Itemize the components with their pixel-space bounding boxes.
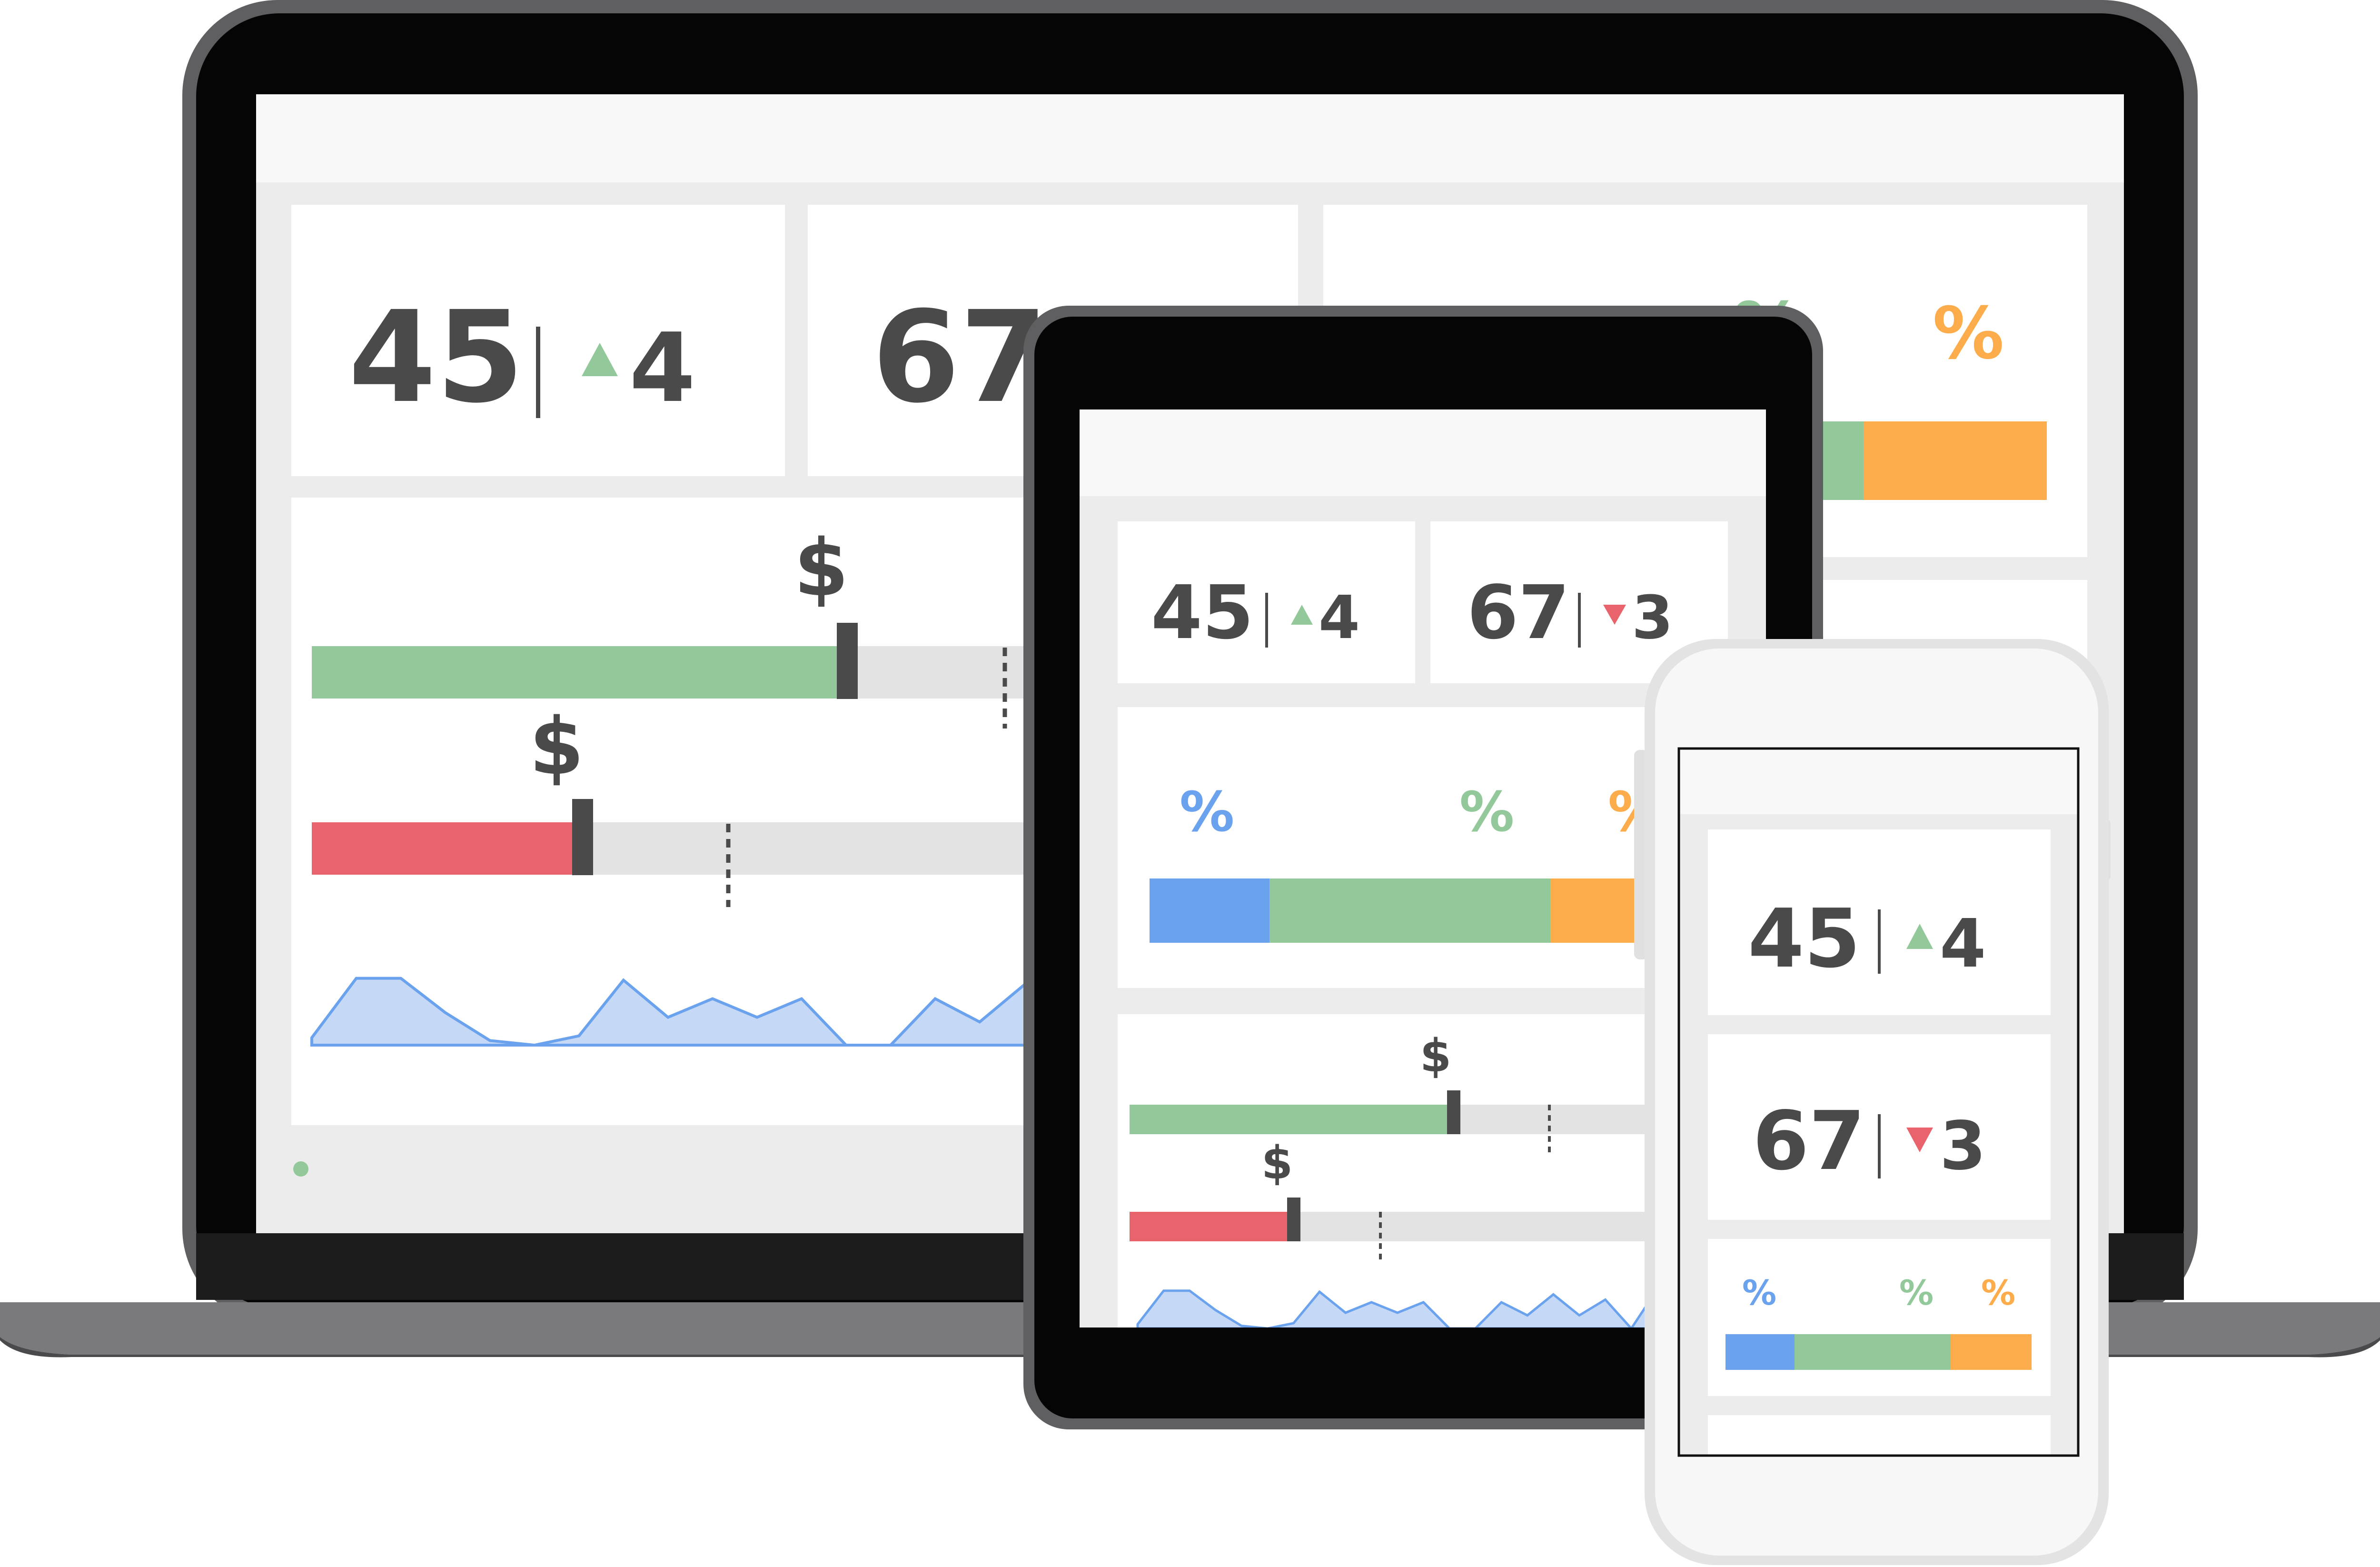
tablet-bullet-1-currency: $ — [1420, 1030, 1451, 1082]
tablet-percent-label-blue: % — [1180, 780, 1234, 844]
laptop-bullet-2-fill — [312, 822, 575, 875]
triangle-down-icon — [1906, 1128, 1933, 1152]
tablet-kpi-1-divider — [1265, 593, 1268, 648]
laptop-status-dot — [293, 1161, 308, 1177]
triangle-up-icon — [1291, 605, 1313, 625]
tablet-bullet-2-currency: $ — [1261, 1137, 1293, 1189]
tablet-bullet-1-fill — [1130, 1105, 1448, 1134]
triangle-down-icon — [1603, 605, 1626, 625]
phone-kpi-1-value: 45 — [1748, 892, 1861, 986]
phone-next-card — [1708, 1415, 2051, 1456]
phone-stack-green — [1795, 1334, 1951, 1370]
laptop-percent-label-orange: % — [1933, 292, 2004, 375]
phone: 45 4 67 3 % % % — [1634, 639, 2111, 1565]
phone-kpi-2-delta: 3 — [1940, 1108, 1986, 1185]
laptop-bullet-1-currency: $ — [794, 522, 849, 614]
tablet-bullet-2-fill — [1130, 1212, 1289, 1241]
phone-screen-outline — [1677, 747, 2080, 1457]
phone-stack-blue — [1726, 1334, 1795, 1370]
laptop-kpi-2-value: 67 — [872, 284, 1048, 431]
triangle-up-icon — [582, 343, 618, 376]
laptop-bullet-1-fill — [312, 646, 838, 699]
tablet-bullet-1-marker — [1447, 1090, 1460, 1134]
phone-percent-label-orange: % — [1981, 1273, 2015, 1313]
phone-kpi-2-divider — [1878, 1114, 1881, 1178]
laptop-kpi-1-value: 45 — [348, 284, 524, 431]
tablet-header-bar — [1080, 409, 1766, 496]
laptop-kpi-1-divider — [536, 327, 540, 418]
phone-kpi-1-delta: 4 — [1940, 905, 1986, 983]
phone-percent-label-green: % — [1899, 1273, 1934, 1313]
laptop-kpi-1-delta: 4 — [629, 313, 695, 424]
tablet: 45 4 67 3 % % % $ $ — [1023, 306, 1823, 1429]
laptop-header-bar — [256, 94, 2124, 182]
phone-header-bar — [1679, 749, 2078, 814]
tablet-percent-label-green: % — [1459, 780, 1514, 844]
tablet-kpi-1-value: 45 — [1151, 569, 1254, 656]
tablet-kpi-2-delta: 3 — [1632, 583, 1673, 652]
phone-kpi-2-value: 67 — [1753, 1094, 1865, 1188]
phone-percent-card — [1708, 1239, 2051, 1396]
laptop-base-shadow — [0, 1337, 2380, 1357]
tablet-kpi-2-divider — [1578, 593, 1581, 648]
tablet-stack-green — [1269, 878, 1550, 943]
laptop-stack-orange — [1864, 421, 2047, 500]
tablet-kpi-1-delta: 4 — [1319, 583, 1360, 652]
phone-stack-orange — [1951, 1334, 2032, 1370]
phone-percent-label-blue: % — [1742, 1273, 1776, 1313]
phone-kpi-1-divider — [1878, 909, 1881, 974]
tablet-kpi-2-value: 67 — [1467, 569, 1570, 656]
laptop-bullet-2-currency: $ — [529, 701, 584, 792]
laptop-bullet-2-marker — [572, 799, 593, 875]
triangle-up-icon — [1906, 924, 1933, 949]
tablet-bullet-2-marker — [1287, 1198, 1300, 1241]
tablet-stack-blue — [1150, 878, 1269, 943]
laptop-bullet-1-marker — [837, 623, 858, 699]
